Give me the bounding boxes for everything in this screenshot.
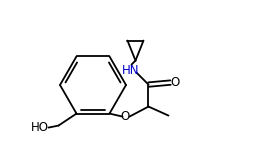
Text: O: O xyxy=(121,110,130,123)
Text: HO: HO xyxy=(31,121,49,134)
Text: O: O xyxy=(171,76,180,89)
Text: HN: HN xyxy=(122,64,139,77)
